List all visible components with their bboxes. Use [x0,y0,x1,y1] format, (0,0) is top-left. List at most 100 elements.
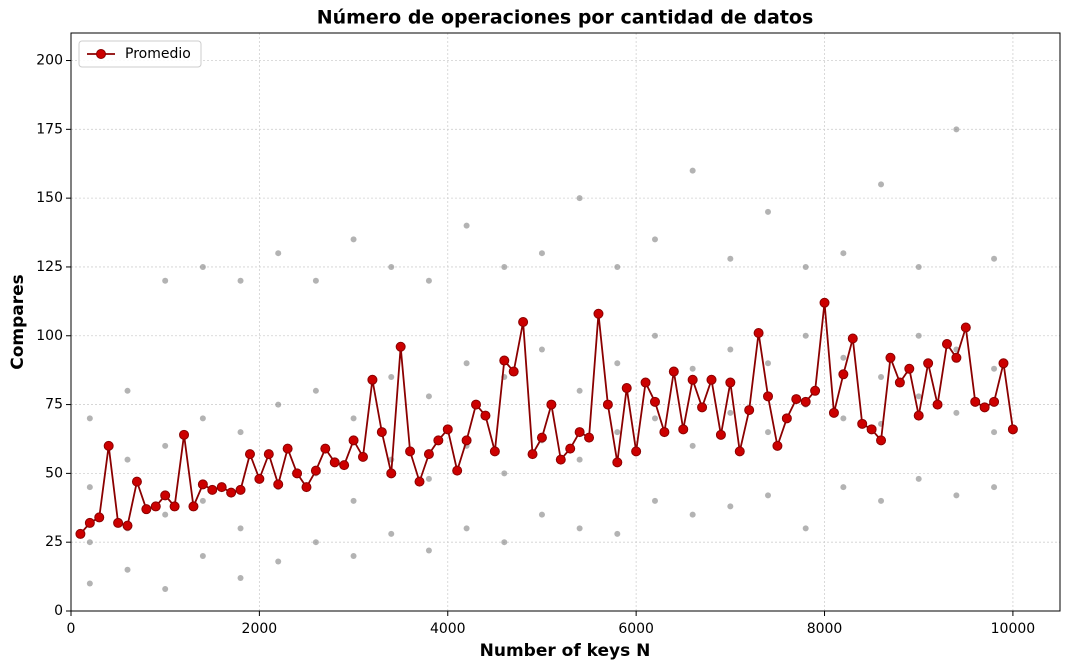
x-tick-label: 8000 [807,621,843,637]
scatter-point [199,552,206,559]
y-axis-label: Compares [8,274,28,370]
scatter-point [388,530,395,537]
average-point [113,517,124,528]
average-point [301,482,312,493]
average-point [310,465,321,476]
scatter-point [350,236,357,243]
average-point [527,449,538,460]
average-point [273,479,284,490]
average-line [79,302,1014,535]
average-point [631,446,642,457]
scatter-point [689,511,696,518]
scatter-point [124,566,131,573]
scatter-point [840,415,847,422]
scatter-point [199,263,206,270]
scatter-point [237,525,244,532]
scatter-point [915,393,922,400]
average-point [555,454,566,465]
scatter-point [86,415,93,422]
average-point [536,432,547,443]
average-point [593,308,604,319]
average-point [197,479,208,490]
average-point [904,363,915,374]
scatter-point [991,484,998,491]
average-point [819,297,830,308]
scatter-point [275,401,282,408]
plot-frame [70,32,1061,612]
scatter-point [651,332,658,339]
legend-box [78,40,202,68]
average-point [894,377,905,388]
average-point [329,457,340,468]
average-point [84,517,95,528]
average-point [339,460,350,471]
scatter-point [878,181,885,188]
average-point [141,504,152,515]
scatter-point [915,332,922,339]
legend-marker [96,49,106,59]
average-point [772,440,783,451]
scatter-point [350,552,357,559]
scatter-point [501,539,508,546]
scatter-point [124,387,131,394]
scatter-point [953,409,960,416]
average-point [781,413,792,424]
average-point [932,399,943,410]
scatter-point [86,484,93,491]
scatter-point [576,387,583,394]
scatter-point [350,415,357,422]
y-tick-label: 150 [36,190,63,206]
average-point [640,377,651,388]
average-point [179,429,190,440]
scatter-point [840,354,847,361]
average-point [480,410,491,421]
average-point [546,399,557,410]
scatter-point [765,360,772,367]
scatter-point [425,277,432,284]
scatter-point [86,580,93,587]
average-point [423,449,434,460]
scatter-point [651,497,658,504]
average-point [254,473,265,484]
average-point [282,443,293,454]
scatter-point [162,511,169,518]
scatter-point [425,475,432,482]
scatter-point [727,409,734,416]
average-point [998,358,1009,369]
scatter-point [388,263,395,270]
scatter-point [538,346,545,353]
average-point [602,399,613,410]
scatter-point [237,574,244,581]
average-point [442,424,453,435]
scatter-point [463,525,470,532]
average-point [235,484,246,495]
scatter-point [614,429,621,436]
average-point [405,446,416,457]
average-point [838,369,849,380]
scatter-point [576,456,583,463]
average-point [828,407,839,418]
average-point [744,405,755,416]
scatter-point [425,547,432,554]
scatter-point [425,393,432,400]
scatter-point [991,365,998,372]
chart-title: Número de operaciones por cantidad de da… [317,7,814,29]
average-point [320,443,331,454]
average-point [574,427,585,438]
average-point [452,465,463,476]
scatter-point [802,332,809,339]
average-point [226,487,237,498]
average-point [131,476,142,487]
average-point [499,355,510,366]
average-point [697,402,708,413]
scatter-point [727,255,734,262]
average-point [885,352,896,363]
average-point [263,449,274,460]
scatter-point [915,263,922,270]
y-tick-label: 75 [45,397,63,413]
scatter-point [199,497,206,504]
scatter-point [124,456,131,463]
average-point [951,352,962,363]
average-point [160,490,171,501]
average-point [292,468,303,479]
